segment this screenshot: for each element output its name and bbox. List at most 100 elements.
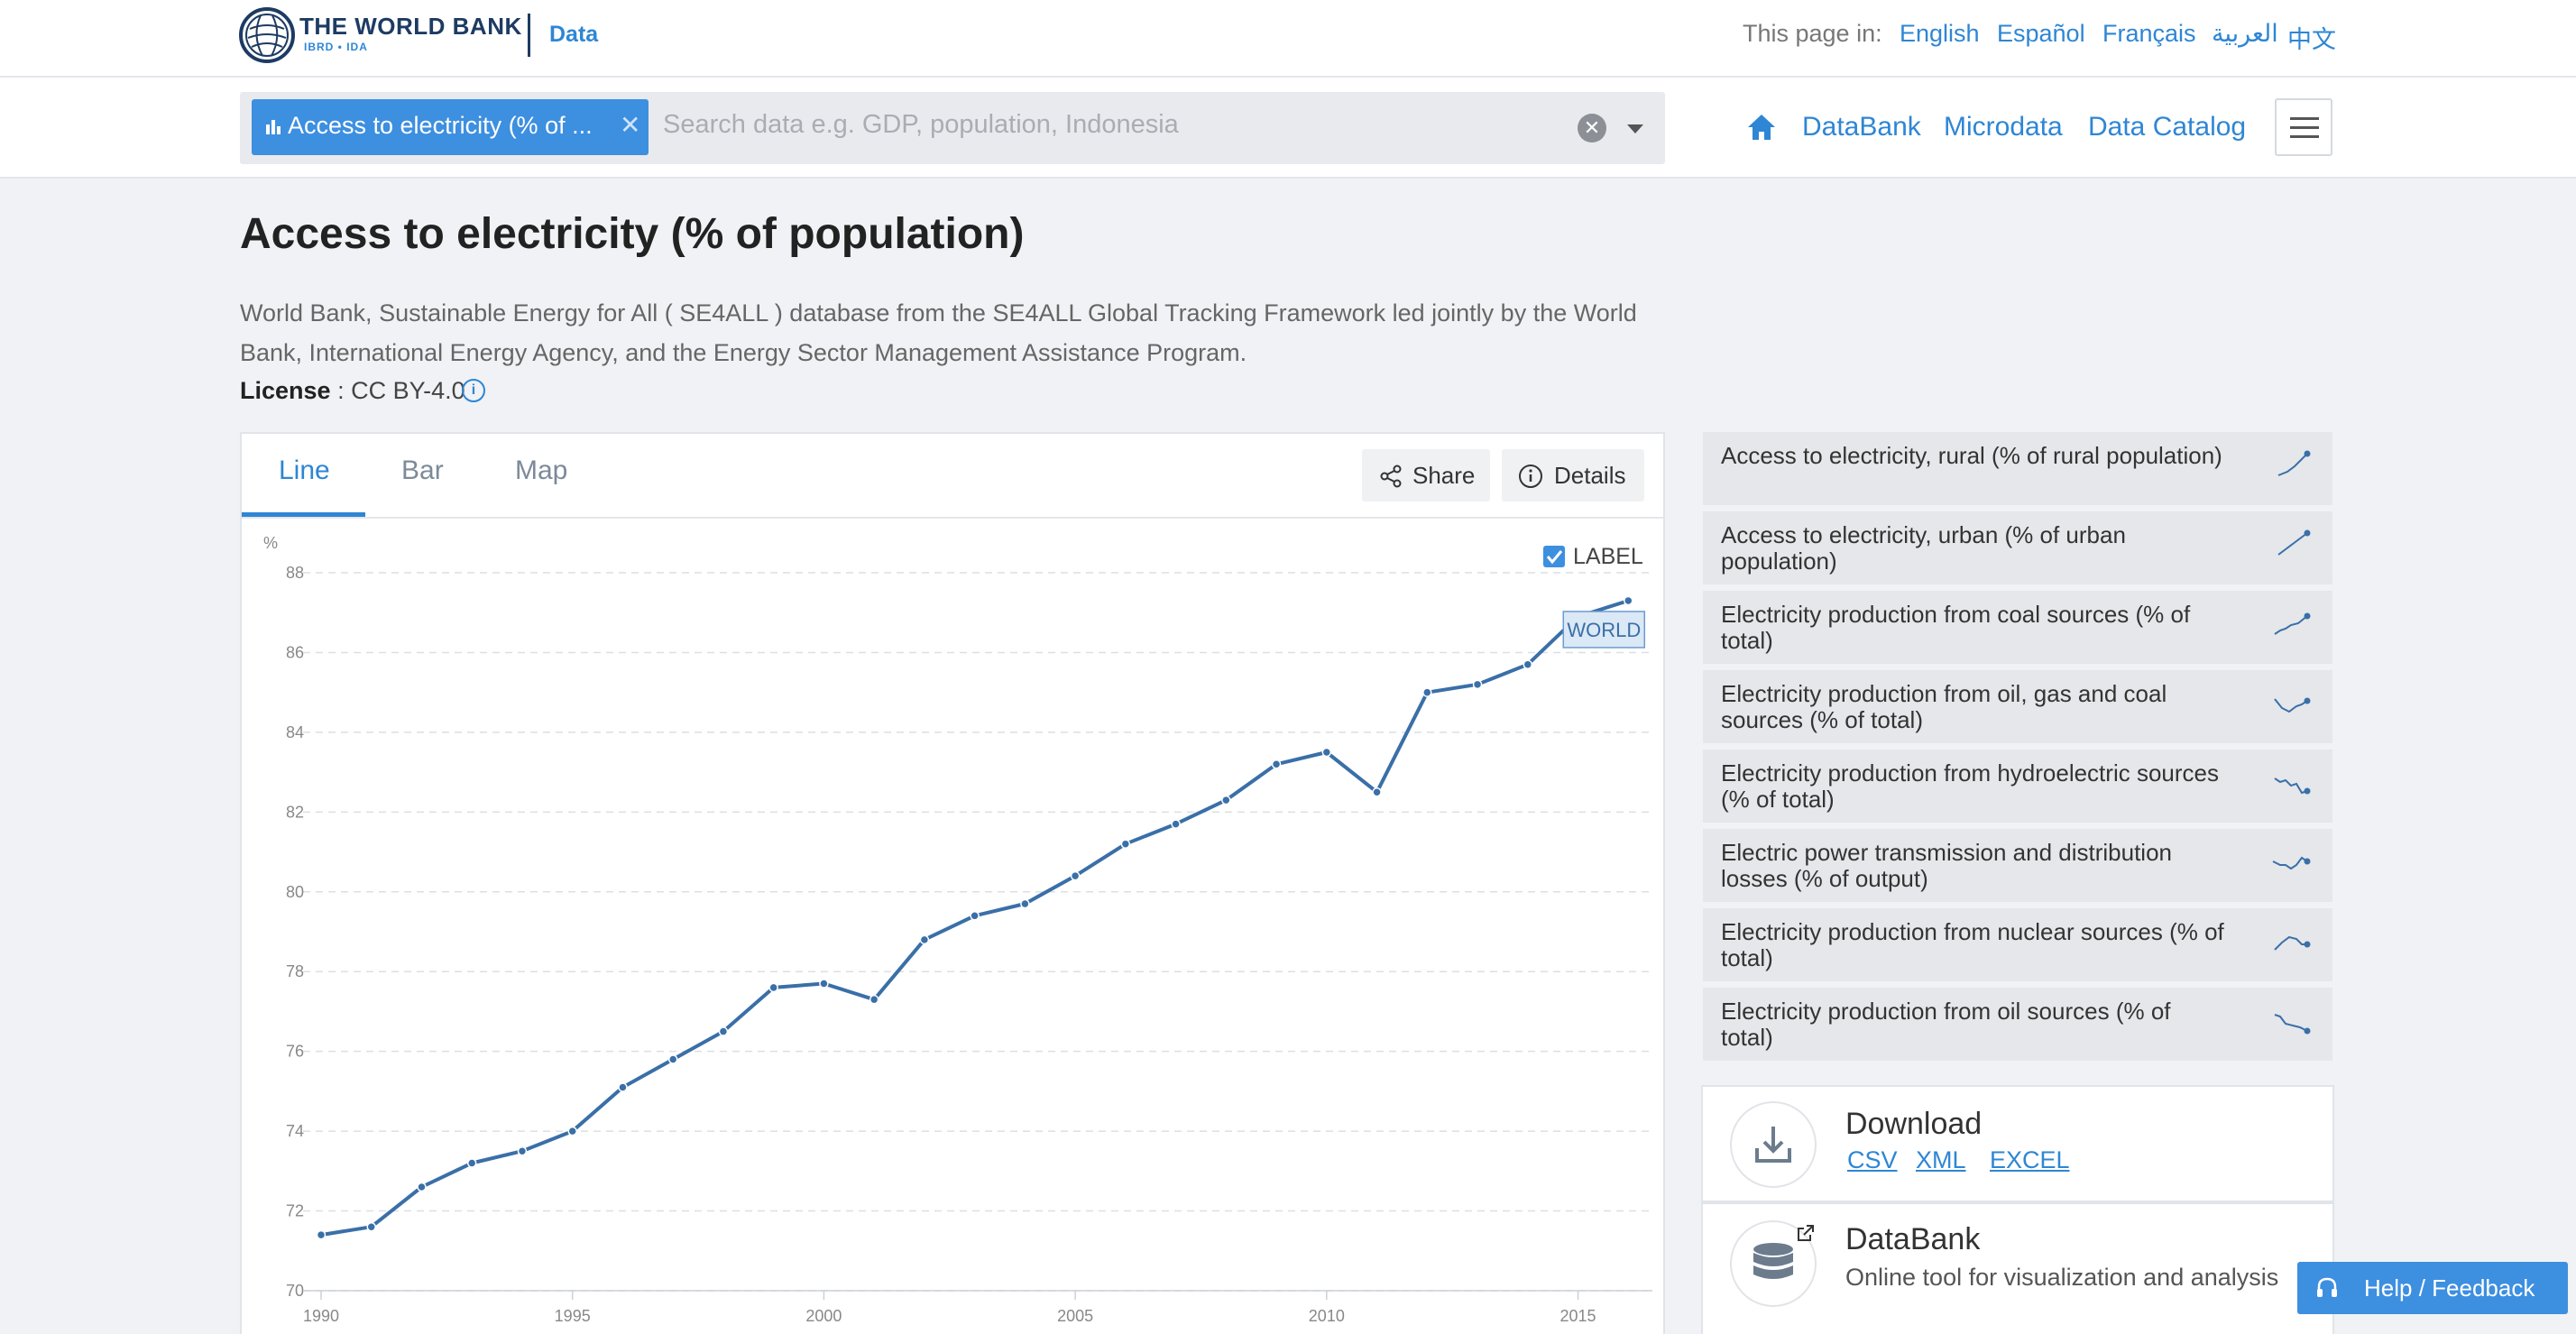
related-indicator-item[interactable]: Electric power transmission and distribu… (1703, 829, 2332, 905)
related-indicator-item[interactable]: Electricity production from coal sources… (1703, 591, 2332, 667)
data-point (1070, 870, 1081, 881)
hamburger-menu-icon[interactable] (2275, 98, 2332, 156)
data-point (517, 1145, 528, 1156)
external-link-icon (1798, 1225, 1814, 1241)
databank-card[interactable]: DataBank Online tool for visualization a… (1701, 1202, 2334, 1334)
license-line: License : CC BY-4.0 (240, 377, 465, 405)
related-indicator-item[interactable]: Electricity production from oil sources … (1703, 988, 2332, 1063)
sparkline-icon (2274, 612, 2311, 635)
data-point (1321, 747, 1332, 758)
data-point (316, 1229, 327, 1240)
data-point (1221, 795, 1231, 805)
y-tick-label: 74 (286, 1122, 304, 1140)
download-excel-link[interactable]: EXCEL (1990, 1146, 2070, 1173)
data-point (718, 1026, 729, 1036)
sparkline-icon (2274, 1014, 2311, 1035)
series-label-box (1562, 611, 1646, 649)
search-chip[interactable]: Access to electricity (% of ... ✕ (252, 99, 649, 155)
label-toggle-text[interactable]: LABEL (1573, 544, 1643, 569)
world-bank-globe-icon[interactable] (239, 7, 295, 63)
info-icon[interactable]: i (462, 379, 485, 402)
database-icon (1730, 1220, 1817, 1307)
data-point (1422, 687, 1432, 697)
related-indicator-label: Access to electricity, urban (% of urban… (1721, 521, 2126, 575)
related-indicator-item[interactable]: Electricity production from nuclear sour… (1703, 908, 2332, 984)
data-point (1472, 679, 1483, 690)
y-tick-label: 70 (286, 1282, 304, 1300)
y-tick-label: 88 (286, 564, 304, 582)
data-point (919, 934, 930, 945)
tab-bar[interactable]: Bar (401, 455, 444, 485)
lang-francais[interactable]: Français (2102, 20, 2196, 47)
help-feedback-button[interactable]: Help / Feedback (2297, 1262, 2568, 1314)
related-indicator-item[interactable]: Electricity production from oil, gas and… (1703, 670, 2332, 746)
related-indicator-item[interactable]: Access to electricity, urban (% of urban… (1703, 511, 2332, 587)
search-clear-icon[interactable]: ✕ (1578, 114, 1606, 143)
data-point (1171, 819, 1181, 829)
data-point (1624, 595, 1633, 606)
data-point (1271, 759, 1282, 769)
data-point (417, 1182, 427, 1192)
lang-espanol[interactable]: Español (1997, 20, 2085, 47)
chevron-down-icon[interactable] (1627, 124, 1643, 133)
search-placeholder[interactable]: Search data e.g. GDP, population, Indone… (663, 110, 1179, 139)
line-chart: % 70 72 74 76 78 80 82 84 86 88 1990 1995 2000 2005 201… (263, 534, 1652, 1325)
lang-arabic[interactable]: العربية (2212, 20, 2278, 47)
indicator-description: World Bank, Sustainable Energy for All (… (240, 299, 1637, 366)
data-point (567, 1126, 577, 1136)
y-tick-label: 84 (286, 723, 304, 741)
nav-databank[interactable]: DataBank (1802, 112, 1921, 142)
download-title: Download (1845, 1107, 1983, 1141)
logo-title[interactable]: THE WORLD BANK (299, 13, 522, 40)
download-xml-link[interactable]: XML (1916, 1146, 1966, 1173)
x-tick-label: 2000 (805, 1307, 842, 1325)
sparkline-icon (2272, 856, 2311, 870)
nav-data-catalog[interactable]: Data Catalog (2088, 112, 2247, 142)
details-label: Details (1554, 462, 1626, 489)
share-label: Share (1412, 462, 1476, 489)
data-point (466, 1158, 477, 1168)
sparkline-icon (2274, 777, 2311, 795)
related-indicator-label: Electricity production from oil, gas and… (1721, 680, 2167, 733)
data-point (1020, 898, 1030, 909)
y-axis-unit-label: % (263, 534, 278, 552)
checkmark-icon (1546, 550, 1563, 565)
related-indicator-label: Electricity production from hydroelectri… (1721, 759, 2219, 813)
sparkline-icon (2277, 450, 2311, 476)
lang-chinese[interactable]: 中文 (2287, 26, 2336, 53)
sparkline-icon (2274, 935, 2311, 951)
share-icon (1380, 465, 1402, 488)
databank-subtitle: Online tool for visualization and analys… (1845, 1264, 2279, 1291)
chart-tab-bar (242, 434, 1663, 519)
data-point (366, 1221, 376, 1232)
x-tick-label: 1990 (303, 1307, 339, 1325)
nav-microdata[interactable]: Microdata (1944, 112, 2063, 142)
logo-section-data[interactable]: Data (549, 22, 599, 47)
share-button[interactable]: Share (1362, 449, 1490, 501)
label-checkbox[interactable] (1543, 546, 1565, 567)
databank-title[interactable]: DataBank (1845, 1222, 1981, 1256)
related-indicator-label: Electric power transmission and distribu… (1721, 839, 2172, 892)
tab-map[interactable]: Map (515, 455, 568, 485)
x-tick-label: 2005 (1057, 1307, 1093, 1325)
details-button[interactable]: Details (1502, 449, 1644, 501)
related-indicator-item[interactable]: Electricity production from hydroelectri… (1703, 750, 2332, 825)
related-indicator-label: Electricity production from coal sources… (1721, 601, 2191, 654)
y-tick-label: 76 (286, 1043, 304, 1061)
related-indicator-item[interactable]: Access to electricity, rural (% of rural… (1703, 432, 2332, 508)
chip-close-icon[interactable]: ✕ (620, 111, 641, 139)
related-indicator-label: Access to electricity, rural (% of rural… (1721, 442, 2222, 469)
sparkline-icon (2274, 697, 2311, 713)
home-icon[interactable] (1746, 112, 1777, 143)
tab-line[interactable]: Line (279, 455, 330, 485)
download-card: Download CSV XML EXCEL (1701, 1085, 2334, 1202)
x-tick-label: 2015 (1560, 1307, 1596, 1325)
data-point (1120, 839, 1131, 849)
x-tick-label: 2010 (1309, 1307, 1345, 1325)
download-csv-link[interactable]: CSV (1847, 1146, 1898, 1173)
data-point (667, 1054, 678, 1064)
data-point (819, 979, 829, 989)
lang-english[interactable]: English (1900, 20, 1980, 47)
page-title: Access to electricity (% of population) (240, 210, 1025, 258)
info-circle-icon (1519, 465, 1542, 488)
